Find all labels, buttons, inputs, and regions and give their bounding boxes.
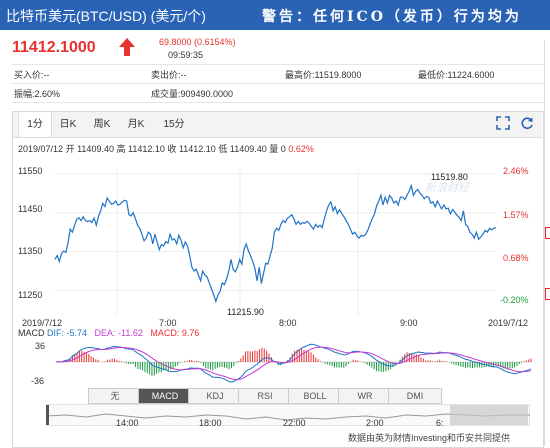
ohlc-open-label: 开 (65, 144, 75, 154)
x-tick: 9:00 (400, 318, 418, 328)
x-tick: 7:00 (159, 318, 177, 328)
navigator-selection[interactable] (450, 405, 528, 425)
indicator-none[interactable]: 无 (88, 388, 142, 404)
tab-day-k[interactable]: 日K (59, 119, 77, 130)
page-title: 比特币美元(BTC/USD) (美元/个) (6, 8, 206, 24)
indicator-boll[interactable]: BOLL (288, 388, 342, 404)
ohlc-high-label: 高 (116, 144, 126, 154)
indicator-kdj[interactable]: KDJ (188, 388, 242, 404)
timeline-tick: 6: (436, 418, 444, 428)
ohlc-info: 2019/07/12 开 11409.40 高 11412.10 收 11412… (18, 142, 314, 155)
high-marker: 11519.80 (431, 172, 468, 182)
side-marker (545, 288, 550, 300)
x-tick: 8:00 (279, 318, 297, 328)
macd-title: MACD (18, 328, 45, 338)
price-series-line (54, 183, 497, 304)
y-tick: 11450 (18, 204, 43, 214)
divider (12, 102, 550, 103)
price-chart[interactable]: 11519.80 11215.90 新浪财经 (13, 155, 542, 335)
y-tick: 11550 (18, 166, 43, 176)
indicator-wr[interactable]: WR (338, 388, 392, 404)
macd-legend: MACD DIF: -5.74 DEA: -11.62 MACD: 9.76 (18, 328, 199, 338)
page-scrollbar[interactable] (544, 40, 550, 446)
divider (12, 64, 550, 65)
y-tick: 11250 (18, 290, 43, 300)
up-arrow-icon (119, 38, 135, 56)
indicator-macd[interactable]: MACD (138, 388, 192, 404)
timeline-tick: 2:00 (366, 418, 384, 428)
pct-tick: 2.46% (503, 166, 529, 176)
dif-line (55, 343, 532, 383)
y-tick: 11350 (18, 246, 43, 256)
timeline-tick: 18:00 (199, 418, 222, 428)
tab-week-k[interactable]: 周K (93, 119, 111, 130)
header-bar: 比特币美元(BTC/USD) (美元/个) 警告：任何ICO（发币）行为均为 (0, 0, 550, 30)
macd-value: MACD: 9.76 (150, 328, 200, 338)
refresh-icon[interactable] (520, 116, 534, 130)
macd-y-bottom: -36 (31, 376, 45, 386)
ohlc-open: 11409.40 (77, 144, 114, 154)
ohlc-high: 11412.10 (128, 144, 165, 154)
dea-line (55, 346, 532, 381)
ohlc-low: 11409.40 (229, 144, 267, 154)
watermark: 新浪财经 (425, 181, 470, 194)
pct-tick: 0.68% (503, 253, 529, 263)
macd-dea: DEA: -11.62 (94, 328, 143, 338)
current-price: 11412.1000 (12, 39, 96, 56)
timeline-tick: 14:00 (116, 418, 139, 428)
stat-high: 最高价:11519.8000 (285, 70, 362, 80)
timeline-navigator[interactable] (46, 404, 530, 426)
price-change: 69.8000 (0.6154%) (159, 37, 236, 47)
tab-15min[interactable]: 15分 (163, 119, 185, 130)
stat-volume: 成交量:909490.0000 (151, 89, 234, 99)
x-tick: 2019/7/12 (22, 318, 63, 328)
ohlc-vol: 0 (280, 144, 286, 154)
tab-month-k[interactable]: 月K (127, 119, 145, 130)
timeline-tick: 22:00 (283, 418, 306, 428)
ohlc-close: 11412.10 (178, 144, 216, 154)
stat-sell: 卖出价:-- (151, 70, 187, 80)
x-tick: 2019/7/12 (488, 318, 529, 328)
ohlc-close-label: 收 (167, 144, 177, 154)
macd-y-top: 36 (35, 341, 46, 351)
navigator-handle-left[interactable] (46, 405, 49, 425)
ohlc-pct: 0.62% (288, 144, 314, 154)
stat-low: 最低价:11224.6000 (418, 70, 495, 80)
ohlc-date: 2019/07/12 (18, 144, 64, 154)
side-marker (545, 227, 550, 239)
warning-banner: 警告：任何ICO（发币）行为均为 (262, 9, 522, 25)
indicator-dmi[interactable]: DMI (388, 388, 442, 404)
pct-tick: -0.20% (500, 295, 529, 305)
period-tab-bar (13, 112, 542, 138)
divider (12, 83, 550, 84)
low-marker: 11215.90 (227, 307, 264, 317)
quote-time: 09:59:35 (168, 50, 204, 60)
data-source: 数据由英为财情Investing和币安共同提供 (348, 433, 511, 443)
fullscreen-icon[interactable] (496, 116, 510, 130)
tab-1min[interactable]: 1分 (18, 112, 52, 137)
macd-chart[interactable] (55, 340, 532, 384)
stat-buy: 买入价:-- (14, 70, 50, 80)
macd-dif: DIF: -5.74 (47, 328, 88, 338)
pct-tick: 1.57% (503, 210, 529, 220)
ohlc-low-label: 低 (218, 144, 228, 154)
ohlc-vol-label: 量 (269, 144, 279, 154)
stat-amplitude: 振幅:2.60% (14, 89, 61, 99)
indicator-rsi[interactable]: RSI (238, 388, 292, 404)
